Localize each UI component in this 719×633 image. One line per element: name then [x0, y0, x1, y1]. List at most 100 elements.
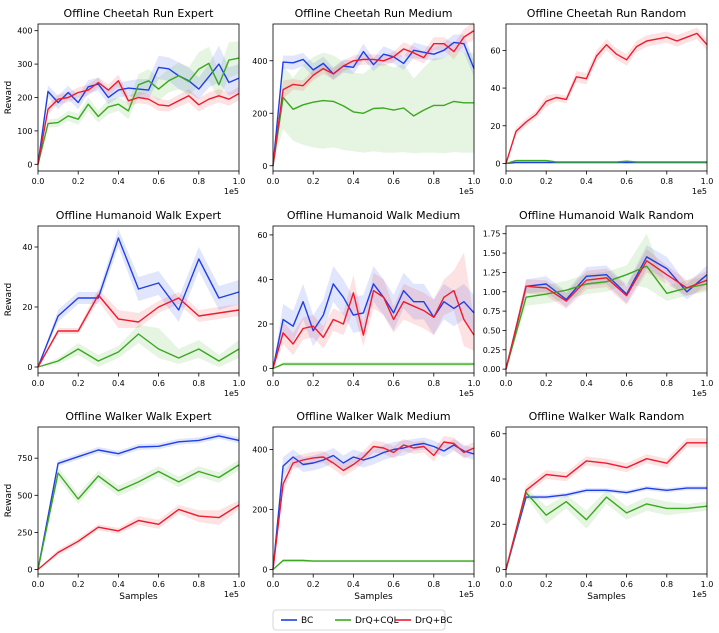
plot-frame	[37, 225, 240, 374]
x-tick-label: 0.8	[192, 177, 205, 186]
band-drq-bc	[506, 27, 707, 164]
band-bc	[38, 45, 239, 165]
subplot-title: Offline Cheetah Run Expert	[64, 7, 215, 20]
x-exponent-label: 1e5	[224, 590, 239, 599]
x-tick-label: 0.4	[580, 580, 593, 589]
plot-frame	[37, 426, 240, 575]
line-bc	[272, 41, 475, 166]
plot-frame	[272, 225, 475, 374]
y-axis-label: Reward	[4, 484, 14, 518]
x-tick-label: 0.2	[540, 580, 553, 589]
y-tick-label: 200	[17, 94, 32, 103]
subplot-title: Offline Cheetah Run Medium	[295, 7, 453, 20]
y-tick-label: 60	[490, 430, 500, 439]
x-tick-label: 1.0	[233, 580, 246, 589]
y-tick-label: 0	[495, 159, 500, 168]
y-tick-label: 0.75	[483, 307, 501, 316]
x-tick-label: 0.4	[580, 379, 593, 388]
line-drq-bc	[272, 441, 475, 570]
x-tick-label: 0.8	[427, 580, 440, 589]
x-tick-label: 0.2	[72, 177, 85, 186]
y-tick-label: 0	[495, 565, 500, 574]
y-axis-label: Reward	[4, 283, 14, 317]
subplot-title: Offline Humanoid Walk Expert	[56, 209, 222, 222]
x-tick-label: 0.8	[192, 379, 205, 388]
line-drq-cql	[272, 363, 474, 370]
x-tick-label: 0.0	[500, 580, 513, 589]
x-tick-label: 0.6	[152, 379, 165, 388]
subplot-4: Offline Humanoid Walk Expert 0.0 0.2 0.4 0.6…	[4, 209, 245, 398]
band-bc	[506, 245, 707, 370]
x-tick-label: 1.0	[701, 580, 714, 589]
x-exponent-label: 1e5	[224, 389, 239, 398]
x-tick-label: 0.6	[387, 580, 400, 589]
y-axis-label: Reward	[4, 81, 14, 115]
band-drq-bc	[506, 249, 707, 370]
line-drq-bc	[505, 260, 708, 370]
y-tick-label: 40	[22, 243, 32, 252]
y-tick-label: 20	[257, 320, 267, 329]
x-tick-label: 0.4	[347, 177, 360, 186]
band-drq-bc	[273, 436, 474, 570]
x-tick-label: 0.0	[267, 379, 280, 388]
x-tick-label: 0.2	[307, 580, 320, 589]
x-tick-label: 0.8	[427, 379, 440, 388]
y-tick-label: 0	[262, 566, 267, 575]
line-drq-cql	[505, 491, 708, 570]
line-bc	[272, 442, 475, 570]
y-tick-label: 1.00	[483, 288, 501, 297]
line-bc	[37, 435, 240, 570]
x-tick-label: 0.0	[267, 580, 280, 589]
line-bc	[505, 487, 707, 570]
subplot-8: Offline Walker Walk Medium 0.0 0.2 0.4 0.6 0.…	[252, 410, 480, 602]
plot-frame	[272, 23, 475, 172]
x-tick-label: 1.0	[701, 177, 714, 186]
x-tick-label: 0.4	[347, 379, 360, 388]
subplot-1: Offline Cheetah Run Expert 0.0 0.2 0.4 0.6 0.…	[4, 7, 245, 196]
x-tick-label: 0.4	[112, 177, 125, 186]
y-tick-label: 200	[252, 109, 267, 118]
x-exponent-label: 1e5	[692, 590, 707, 599]
x-tick-label: 0.8	[660, 177, 673, 186]
band-bc	[273, 437, 474, 570]
subplot-title: Offline Walker Walk Medium	[296, 410, 450, 423]
x-exponent-label: 1e5	[692, 187, 707, 196]
line-drq-bc	[272, 30, 475, 166]
x-tick-label: 0.2	[307, 177, 320, 186]
y-tick-label: 0	[27, 363, 32, 372]
y-tick-label: 400	[17, 27, 32, 36]
x-tick-label: 0.0	[267, 177, 280, 186]
line-drq-bc	[505, 32, 708, 164]
x-tick-label: 0.8	[192, 580, 205, 589]
x-tick-label: 0.6	[152, 177, 165, 186]
x-tick-label: 0.0	[32, 379, 45, 388]
line-drq-cql	[272, 559, 474, 571]
x-axis-label: Samples	[587, 592, 626, 602]
subplot-title: Offline Humanoid Walk Random	[519, 209, 694, 222]
plot-frame	[505, 426, 708, 575]
line-drq-bc	[37, 294, 240, 368]
x-tick-label: 0.2	[540, 177, 553, 186]
x-tick-label: 0.0	[32, 177, 45, 186]
y-tick-label: 250	[17, 528, 32, 537]
y-tick-label: 20	[490, 520, 500, 529]
x-axis-label: Samples	[354, 592, 393, 602]
x-tick-label: 0.6	[387, 177, 400, 186]
x-tick-label: 1.0	[468, 580, 481, 589]
legend: BC DrQ+CQL DrQ+BC	[272, 609, 453, 631]
plot-frame	[505, 23, 708, 172]
band-bc	[38, 229, 239, 367]
subplot-title: Offline Humanoid Walk Medium	[287, 209, 460, 222]
x-tick-label: 0.2	[307, 379, 320, 388]
line-drq-cql	[505, 159, 707, 165]
y-tick-label: 100	[17, 127, 32, 136]
subplot-7: Offline Walker Walk Expert 0.0 0.2 0.4 0.6 0.…	[4, 410, 245, 602]
legend-label-drq-bc: DrQ+BC	[415, 616, 453, 626]
x-tick-label: 0.2	[72, 580, 85, 589]
y-tick-label: 60	[257, 231, 267, 240]
x-tick-label: 1.0	[233, 379, 246, 388]
y-tick-label: 40	[257, 275, 267, 284]
legend-label-drq-cql: DrQ+CQL	[355, 616, 399, 626]
subplot-5: Offline Humanoid Walk Medium 0.0 0.2 0.4 0.6…	[257, 209, 480, 398]
